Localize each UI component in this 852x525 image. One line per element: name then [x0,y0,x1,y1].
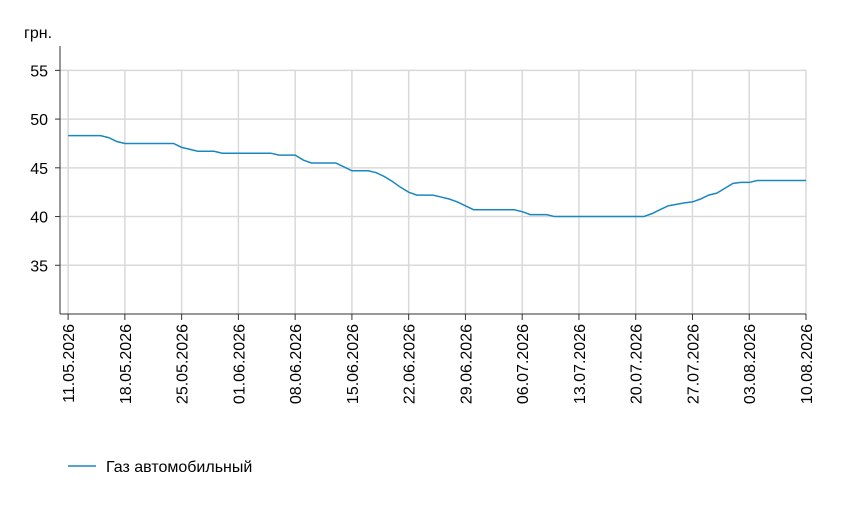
legend-label: Газ автомобильный [106,459,252,476]
x-tick-label: 22.06.2026 [402,324,419,404]
x-tick-label: 08.06.2026 [288,324,305,404]
x-tick-label: 11.05.2026 [61,324,78,403]
x-tick-label: 13.07.2026 [572,324,589,404]
y-tick-label: 40 [30,210,48,227]
x-tick-label: 10.08.2026 [799,324,816,404]
y-tick-label: 35 [30,258,48,275]
x-tick-label: 03.08.2026 [742,324,759,404]
x-tick-label: 06.07.2026 [515,324,532,404]
x-tick-label: 15.06.2026 [345,324,362,404]
data-line [68,134,806,218]
y-tick-label: 55 [30,63,48,80]
y-tick-label: 45 [30,161,48,178]
x-tick-label: 20.07.2026 [629,324,646,404]
y-axis-label: грн. [24,25,52,42]
x-tick-label: 29.06.2026 [458,324,475,404]
x-tick-label: 18.05.2026 [118,324,135,404]
y-tick-label: 50 [30,112,48,129]
x-tick-label: 25.05.2026 [175,324,192,404]
x-tick-label: 01.06.2026 [231,324,248,404]
x-tick-label: 27.07.2026 [685,324,702,404]
